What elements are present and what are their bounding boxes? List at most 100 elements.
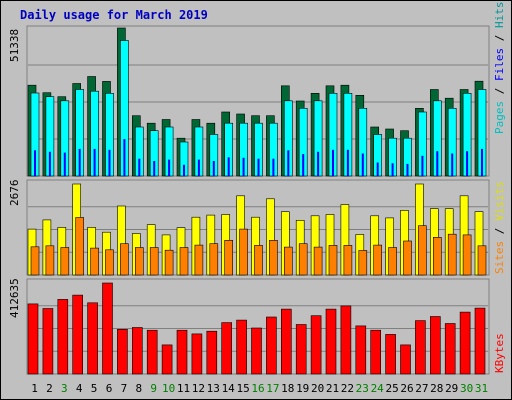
visits-sites-bar bbox=[403, 240, 412, 276]
day-label: 15 bbox=[236, 382, 249, 395]
kbytes-kbytes-bar bbox=[206, 330, 218, 375]
visits-sites-bar bbox=[269, 240, 278, 276]
day-label: 22 bbox=[341, 382, 354, 395]
visits-panel-legend: Sites / Visits bbox=[493, 181, 506, 274]
kbytes-kbytes-bar bbox=[161, 344, 173, 375]
day-label: 29 bbox=[445, 382, 458, 395]
day-label: 31 bbox=[475, 382, 488, 395]
hits-legend-part: / bbox=[493, 28, 506, 48]
visits-sites-bar bbox=[105, 249, 114, 276]
hits-legend-part: Pages bbox=[493, 101, 506, 134]
kbytes-kbytes-bar bbox=[429, 316, 441, 375]
visits-sites-bar bbox=[283, 246, 293, 276]
hits-pages-bar bbox=[391, 163, 394, 176]
visits-sites-bar bbox=[447, 233, 457, 276]
day-label: 5 bbox=[91, 382, 98, 395]
visits-sites-bar bbox=[343, 245, 353, 276]
visits-sites-bar bbox=[30, 246, 40, 276]
hits-pages-bar bbox=[93, 148, 96, 176]
visits-sites-bar bbox=[298, 243, 308, 276]
visits-sites-bar bbox=[194, 244, 204, 276]
day-label: 19 bbox=[296, 382, 309, 395]
visits-legend-part: Visits bbox=[493, 181, 506, 221]
hits-pages-bar bbox=[466, 151, 469, 176]
day-label: 17 bbox=[266, 382, 279, 395]
day-label: 10 bbox=[162, 382, 175, 395]
day-label: 3 bbox=[61, 382, 68, 395]
kbytes-panel: 412635 KBytes bbox=[8, 278, 506, 375]
kbytes-legend-part: KBytes bbox=[493, 333, 506, 373]
hits-panel-legend: Pages / Files / Hits bbox=[493, 2, 506, 135]
visits-sites-bar bbox=[75, 217, 84, 276]
visits-legend-part: Sites bbox=[493, 241, 506, 274]
kbytes-kbytes-bar bbox=[87, 302, 98, 375]
hits-pages-bar bbox=[212, 161, 215, 176]
day-label: 4 bbox=[76, 382, 83, 395]
hits-pages-bar bbox=[48, 151, 51, 176]
day-label: 27 bbox=[415, 382, 428, 395]
hits-pages-bar bbox=[451, 153, 454, 176]
kbytes-kbytes-bar bbox=[57, 299, 69, 375]
kbytes-kbytes-bar bbox=[474, 307, 486, 375]
kbytes-kbytes-bar bbox=[102, 282, 113, 375]
kbytes-kbytes-bar bbox=[27, 303, 39, 375]
hits-pages-bar bbox=[436, 151, 439, 176]
kbytes-kbytes-bar bbox=[340, 305, 352, 375]
hits-pages-bar bbox=[361, 153, 364, 176]
kbytes-kbytes-bar bbox=[221, 322, 232, 375]
hits-pages-bar bbox=[63, 152, 66, 176]
hits-pages-bar bbox=[257, 158, 260, 176]
visits-sites-bar bbox=[135, 247, 144, 276]
day-label: 12 bbox=[192, 382, 205, 395]
day-label: 18 bbox=[281, 382, 294, 395]
hits-pages-bar bbox=[183, 164, 185, 176]
visits-sites-bar bbox=[90, 247, 99, 276]
day-label: 6 bbox=[106, 382, 113, 395]
hits-legend-part: / bbox=[493, 81, 506, 101]
day-label: 24 bbox=[371, 382, 385, 395]
visits-sites-bar bbox=[209, 243, 219, 276]
visits-sites-bar bbox=[179, 247, 189, 276]
hits-bars bbox=[27, 27, 487, 177]
visits-sites-bar bbox=[328, 245, 338, 276]
day-label: 11 bbox=[177, 382, 190, 395]
hits-pages-bar bbox=[227, 157, 230, 176]
kbytes-kbytes-bar bbox=[117, 328, 128, 375]
day-label: 28 bbox=[430, 382, 443, 395]
kbytes-kbytes-bar bbox=[295, 324, 307, 375]
kbytes-kbytes-bar bbox=[459, 311, 471, 375]
kbytes-kbytes-bar bbox=[444, 323, 456, 375]
hits-pages-bar bbox=[421, 155, 424, 176]
kbytes-kbytes-bar bbox=[146, 329, 158, 375]
kbytes-panel-legend: KBytes bbox=[493, 333, 506, 373]
hits-pages-bar bbox=[406, 163, 409, 176]
visits-sites-bar bbox=[120, 243, 129, 276]
kbytes-kbytes-bar bbox=[280, 308, 292, 375]
visits-sites-bar bbox=[45, 245, 55, 276]
visits-sites-bar bbox=[149, 247, 159, 276]
kbytes-kbytes-bar bbox=[176, 329, 188, 375]
hits-pages-bar bbox=[138, 158, 141, 176]
hits-pages-bar bbox=[34, 150, 36, 176]
kbytes-ymax-label: 412635 bbox=[8, 278, 21, 318]
visits-sites-bar bbox=[432, 237, 442, 276]
day-axis-labels: 1 2 3 4 5 6 7 8 9 10 11 12 13 14 15 16 17 18 19 20 21 22 23 24 2… bbox=[31, 382, 488, 395]
visits-panel: 2676 Sites / Visits bbox=[8, 179, 506, 276]
visits-sites-bar bbox=[418, 225, 427, 276]
kbytes-kbytes-bar bbox=[191, 333, 203, 375]
hits-pages-bar bbox=[332, 149, 334, 176]
kbytes-kbytes-bar bbox=[370, 329, 382, 375]
visits-bars bbox=[27, 183, 487, 276]
kbytes-kbytes-bar bbox=[325, 308, 337, 375]
hits-pages-bar bbox=[376, 162, 379, 176]
hits-pages-bar bbox=[302, 154, 305, 176]
day-label: 20 bbox=[311, 382, 324, 395]
day-label: 7 bbox=[121, 382, 128, 395]
day-label: 8 bbox=[135, 382, 142, 395]
hits-pages-bar bbox=[197, 159, 200, 176]
visits-sites-bar bbox=[477, 245, 487, 276]
hits-pages-bar bbox=[153, 161, 156, 176]
kbytes-bars bbox=[27, 282, 486, 375]
kbytes-kbytes-bar bbox=[42, 308, 54, 375]
visits-sites-bar bbox=[358, 250, 368, 276]
